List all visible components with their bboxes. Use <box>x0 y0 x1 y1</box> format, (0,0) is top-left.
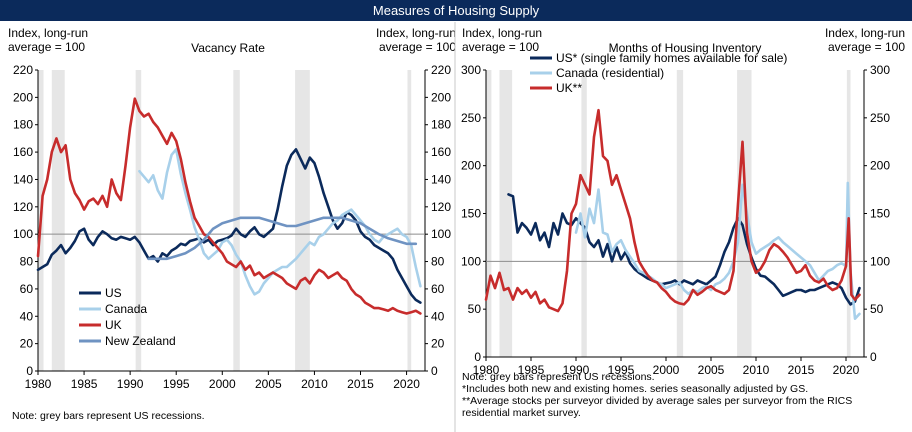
inventory-y-tick-label: 50 <box>468 302 482 316</box>
vacancy-y-tick-label: 200 <box>13 90 33 104</box>
left-chart-left-axis-label: Index, long-run average = 100 <box>8 26 89 54</box>
vacancy-y-tick-label-right: 140 <box>431 172 451 186</box>
vacancy-y-tick-label: 20 <box>20 337 34 351</box>
vacancy-y-tick-label-right: 220 <box>431 63 451 77</box>
inventory-y-tick-label-right: 250 <box>870 111 890 125</box>
inventory-series-us-single-family-homes-available-for-sale <box>507 193 861 306</box>
vacancy-y-tick-label: 0 <box>26 364 33 378</box>
inventory-series-uk <box>484 108 861 313</box>
vacancy-legend-label: Canada <box>105 302 147 316</box>
vacancy-y-tick-label-right: 40 <box>431 309 445 323</box>
inventory-legend-label: US* (single family homes available for s… <box>556 51 787 65</box>
vacancy-recession-bar <box>135 70 142 371</box>
inventory-recession-bar <box>499 70 513 357</box>
vacancy-x-tick-label: 2000 <box>209 377 236 391</box>
inventory-y-tick-label-right: 50 <box>870 302 884 316</box>
inventory-y-tick-label-right: 300 <box>870 63 890 77</box>
inventory-x-tick-label: 2010 <box>743 363 770 377</box>
vacancy-recession-bar <box>233 70 240 371</box>
vacancy-series-new-zealand <box>147 216 418 261</box>
vacancy-y-tick-label-right: 160 <box>431 145 451 159</box>
vacancy-x-tick-label: 1980 <box>25 377 52 391</box>
inventory-x-tick-label: 2020 <box>833 363 860 377</box>
vacancy-recession-bar <box>51 70 65 371</box>
vacancy-y-tick-label-right: 120 <box>431 200 451 214</box>
vacancy-y-tick-label-right: 200 <box>431 90 451 104</box>
vacancy-y-tick-label-right: 60 <box>431 282 445 296</box>
right-chart-note-3: **Average stocks per surveyor divided by… <box>462 395 853 419</box>
left-chart-right-axis-label: Index, long-run average = 100 <box>375 26 456 54</box>
left-chart-note: Note: grey bars represent US recessions. <box>12 410 205 422</box>
vacancy-legend-label: New Zealand <box>105 334 176 348</box>
vacancy-recession-bar <box>407 70 412 371</box>
inventory-y-tick-label: 150 <box>461 207 481 221</box>
inventory-y-tick-label: 100 <box>461 254 481 268</box>
vacancy-recession-bar <box>295 70 310 371</box>
vacancy-y-tick-label: 180 <box>13 118 33 132</box>
vacancy-y-tick-label-right: 80 <box>431 255 445 269</box>
vacancy-x-tick-label: 1995 <box>163 377 190 391</box>
page-title: Measures of Housing Supply <box>0 0 912 21</box>
inventory-y-tick-label: 0 <box>474 350 481 364</box>
vacancy-y-tick-label: 60 <box>20 282 34 296</box>
vacancy-series-canada <box>138 148 422 296</box>
vacancy-x-tick-label: 1990 <box>117 377 144 391</box>
inventory-y-tick-label-right: 200 <box>870 159 890 173</box>
inventory-y-tick-label: 250 <box>461 111 481 125</box>
inventory-chart: 0 0 50 50 100 100 150 150 200 200 250 250 300 300 1980… <box>461 51 890 377</box>
inventory-y-tick-label-right: 100 <box>870 254 890 268</box>
inventory-series-canada-residential <box>574 181 861 321</box>
inventory-y-tick-label-right: 150 <box>870 207 890 221</box>
right-chart-note-2: *Includes both new and existing homes. s… <box>462 383 809 395</box>
inventory-x-tick-label: 1995 <box>608 363 635 377</box>
right-chart-right-axis-label: Index, long-run average = 100 <box>824 26 905 54</box>
vacancy-legend-label: UK <box>105 318 122 332</box>
inventory-x-tick-label: 1985 <box>518 363 545 377</box>
inventory-legend-label: UK** <box>556 81 582 95</box>
inventory-recession-bar <box>737 70 752 357</box>
vacancy-series-uk <box>36 97 422 315</box>
vacancy-x-tick-label: 2010 <box>301 377 328 391</box>
right-chart-note-1: Note: grey bars represent US recessions. <box>462 371 655 383</box>
vacancy-y-tick-label-right: 0 <box>431 364 438 378</box>
inventory-recession-bar <box>486 70 492 357</box>
inventory-x-tick-label: 2000 <box>653 363 680 377</box>
inventory-y-tick-label-right: 0 <box>870 350 877 364</box>
vacancy-x-tick-label: 2005 <box>255 377 282 391</box>
inventory-x-tick-label: 1990 <box>563 363 590 377</box>
vacancy-y-tick-label: 120 <box>13 200 33 214</box>
vacancy-x-tick-label: 1985 <box>71 377 98 391</box>
vacancy-legend-label: US <box>105 286 122 300</box>
vacancy-y-tick-label: 160 <box>13 145 33 159</box>
vacancy-y-tick-label: 80 <box>20 255 34 269</box>
right-chart-left-axis-label: Index, long-run average = 100 <box>462 26 543 54</box>
left-chart-title: Vacancy Rate <box>191 41 265 55</box>
vacancy-y-tick-label: 100 <box>13 227 33 241</box>
vacancy-y-tick-label: 40 <box>20 309 34 323</box>
vacancy-y-tick-label: 140 <box>13 172 33 186</box>
inventory-x-tick-label: 2015 <box>788 363 815 377</box>
inventory-x-tick-label: 2005 <box>698 363 725 377</box>
inventory-y-tick-label: 300 <box>461 63 481 77</box>
inventory-recession-bar <box>676 70 684 357</box>
inventory-y-tick-label: 200 <box>461 159 481 173</box>
vacancy-x-tick-label: 2015 <box>347 377 374 391</box>
vacancy-x-tick-label: 2020 <box>393 377 420 391</box>
right-chart-title: Months of Housing Inventory <box>608 41 762 55</box>
vacancy-y-tick-label-right: 100 <box>431 227 451 241</box>
vacancy-y-tick-label-right: 20 <box>431 337 445 351</box>
vacancy-y-tick-label-right: 180 <box>431 118 451 132</box>
inventory-x-tick-label: 1980 <box>473 363 500 377</box>
inventory-recession-bar <box>581 70 587 357</box>
inventory-legend-label: Canada (residential) <box>556 66 664 80</box>
vacancy-y-tick-label: 220 <box>13 63 33 77</box>
